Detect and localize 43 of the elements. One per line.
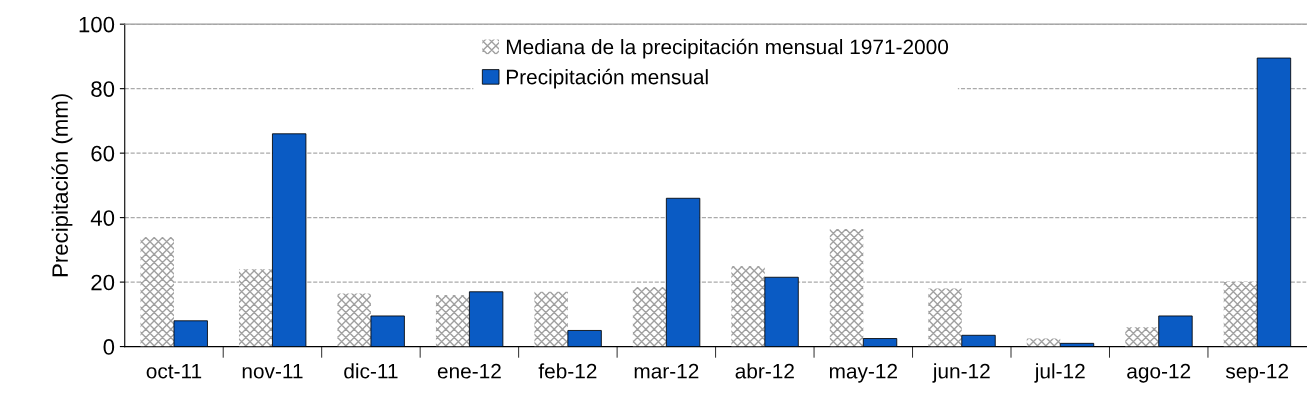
bar — [632, 286, 667, 347]
x-tick-label: feb-12 — [538, 363, 597, 379]
bar — [567, 330, 602, 347]
bar — [370, 315, 405, 347]
y-tick-label: 80 — [91, 81, 115, 97]
x-tick-label: jul-12 — [1034, 363, 1085, 383]
y-tick-label: 60 — [91, 145, 115, 162]
bar — [238, 269, 273, 347]
bar — [764, 276, 799, 347]
bar — [468, 291, 504, 347]
bar — [1256, 57, 1292, 347]
bar — [1158, 315, 1193, 347]
x-tick-label: abr-12 — [735, 363, 794, 379]
bar — [1125, 327, 1159, 347]
bar — [435, 295, 470, 347]
bar — [534, 291, 568, 347]
x-tick-label: mar-12 — [634, 363, 699, 379]
bar — [961, 334, 996, 347]
y-tick-label: 40 — [90, 210, 115, 226]
y-tick-label: 0 — [103, 339, 115, 355]
x-tick-label: ago-12 — [1127, 363, 1191, 383]
x-tick-label: sep-12 — [1225, 363, 1288, 383]
bar — [173, 320, 208, 347]
y-tick-label: 20 — [91, 274, 115, 291]
legend-label: Precipitación mensual — [506, 68, 708, 89]
x-tick-label: oct-11 — [146, 364, 202, 379]
legend-label: Mediana de la precipitación mensual 1971-2000 — [506, 38, 949, 59]
x-tick-label: nov-11 — [242, 364, 303, 379]
x-tick-label: ene-12 — [437, 363, 501, 379]
y-tick-label: 100 — [79, 16, 115, 33]
bar — [140, 236, 174, 347]
bar — [829, 228, 864, 347]
bar — [1223, 282, 1258, 347]
bar — [928, 288, 962, 347]
bar — [272, 133, 307, 347]
x-tick-label: may-12 — [829, 363, 897, 383]
bar — [337, 293, 371, 347]
bar — [665, 197, 701, 347]
bar — [731, 265, 765, 347]
bar — [862, 338, 898, 347]
y-axis-title: Precipitación (mm) — [51, 94, 73, 277]
x-tick-label: dic-11 — [344, 363, 398, 379]
x-tick-label: jun-12 — [932, 363, 990, 383]
